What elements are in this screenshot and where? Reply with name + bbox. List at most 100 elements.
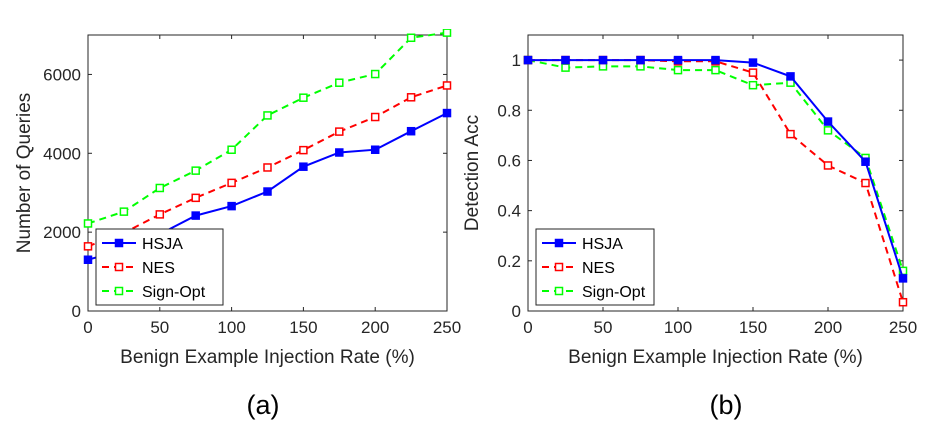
data-point-hsja (442, 108, 452, 118)
x-tick-label: 250 (433, 318, 461, 337)
legend: HSJA NES Sign-Opt (535, 228, 655, 306)
data-point-hsja (83, 255, 93, 264)
y-axis-label: Number of Queries (14, 93, 35, 254)
legend-marker-nes (114, 262, 124, 272)
series-hsja (523, 55, 908, 283)
plot-series (523, 55, 908, 307)
data-point-nes (898, 297, 908, 307)
data-point-sign-opt (370, 69, 380, 79)
data-point-nes (227, 178, 236, 188)
data-point-sign-opt (673, 65, 683, 75)
data-point-hsja (561, 55, 570, 65)
data-point-nes (335, 127, 344, 136)
y-tick-label: 0.4 (497, 202, 521, 221)
legend-marker-nes (554, 262, 564, 272)
data-point-hsja (370, 145, 380, 154)
series-line-sign-opt (87, 31, 448, 225)
data-point-hsja (711, 55, 720, 65)
legend-marker-sign-opt (554, 286, 564, 296)
legend-marker-hsja (554, 238, 564, 248)
data-point-sign-opt (748, 80, 758, 90)
panel-label: (a) (247, 390, 280, 420)
x-tick-label: 100 (217, 318, 245, 337)
data-point-sign-opt (263, 111, 272, 120)
data-point-hsja (523, 55, 533, 65)
data-point-nes (83, 242, 93, 251)
data-point-sign-opt (227, 145, 236, 154)
data-point-sign-opt (83, 219, 93, 228)
x-tick-label: 0 (523, 318, 532, 337)
data-point-hsja (748, 58, 758, 67)
y-tick-label: 4000 (43, 144, 81, 163)
data-point-sign-opt (823, 126, 833, 135)
y-tick-label: 0 (512, 302, 521, 321)
data-point-nes (263, 163, 272, 172)
x-tick-label: 150 (289, 318, 317, 337)
y-tick-label: 0.8 (497, 101, 521, 120)
legend: HSJA NES Sign-Opt (95, 228, 224, 306)
data-point-sign-opt (119, 207, 129, 216)
series-sign-opt (83, 29, 452, 228)
data-point-hsja (823, 117, 833, 126)
chart-a: 0 50 100 150 200 250 0 2000 4000 6000 Benign Examp… (14, 29, 461, 420)
data-point-nes (155, 210, 165, 219)
data-point-sign-opt (561, 63, 570, 72)
data-point-hsja (406, 126, 416, 136)
data-point-nes (299, 145, 308, 155)
y-axis-label: Detection Acc (462, 115, 483, 231)
legend-label-hsja: HSJA (142, 236, 183, 253)
data-point-hsja (299, 162, 308, 171)
legend-label-nes: NES (582, 260, 615, 277)
y-tick-label: 0.6 (497, 151, 521, 170)
data-point-nes (442, 81, 452, 90)
data-point-nes (786, 129, 795, 139)
data-point-hsja (898, 274, 908, 283)
data-point-sign-opt (299, 93, 308, 102)
panel-label: (b) (710, 390, 743, 420)
x-tick-label: 50 (594, 318, 613, 337)
data-point-hsja (263, 187, 272, 196)
x-tick-label: 50 (150, 318, 169, 337)
x-tick-label: 150 (739, 318, 767, 337)
data-point-sign-opt (191, 166, 200, 175)
x-tick-label: 200 (361, 318, 389, 337)
data-point-hsja (861, 157, 870, 166)
x-tick-label: 100 (664, 318, 692, 337)
data-point-sign-opt (335, 78, 344, 87)
y-tick-label: 2000 (43, 223, 81, 242)
y-tick-label: 0.2 (497, 252, 521, 271)
data-point-nes (823, 161, 833, 170)
legend-label-sign-opt: Sign-Opt (142, 284, 206, 301)
legend-label-hsja: HSJA (582, 236, 623, 253)
y-tick-label: 0 (72, 302, 81, 321)
legend-label-nes: NES (142, 260, 175, 277)
x-axis-label: Benign Example Injection Rate (%) (120, 347, 415, 368)
data-point-hsja (636, 55, 645, 65)
data-point-sign-opt (406, 33, 416, 43)
x-axis-label: Benign Example Injection Rate (%) (568, 347, 863, 368)
x-tick-label: 0 (83, 318, 92, 337)
y-tick-label: 1 (512, 51, 521, 70)
data-point-nes (861, 178, 870, 188)
data-point-hsja (191, 211, 200, 220)
data-point-sign-opt (155, 183, 165, 193)
data-point-hsja (673, 55, 683, 65)
legend-marker-sign-opt (114, 286, 124, 296)
data-point-hsja (335, 148, 344, 157)
chart-b: 0 50 100 150 200 250 0 0.2 0.4 0.6 0.8 1 Benign Exam… (462, 34, 917, 420)
x-tick-label: 200 (814, 318, 842, 337)
legend-marker-hsja (114, 238, 124, 248)
data-point-nes (370, 112, 380, 122)
y-tick-label: 6000 (43, 65, 81, 84)
data-point-hsja (227, 201, 236, 211)
x-tick-label: 250 (889, 318, 917, 337)
data-point-nes (406, 93, 416, 102)
data-point-hsja (598, 55, 608, 65)
data-point-sign-opt (442, 29, 452, 37)
data-point-nes (748, 68, 758, 77)
data-point-hsja (786, 72, 795, 81)
series-line-sign-opt (527, 59, 904, 272)
legend-label-sign-opt: Sign-Opt (582, 284, 646, 301)
data-point-sign-opt (711, 65, 720, 75)
